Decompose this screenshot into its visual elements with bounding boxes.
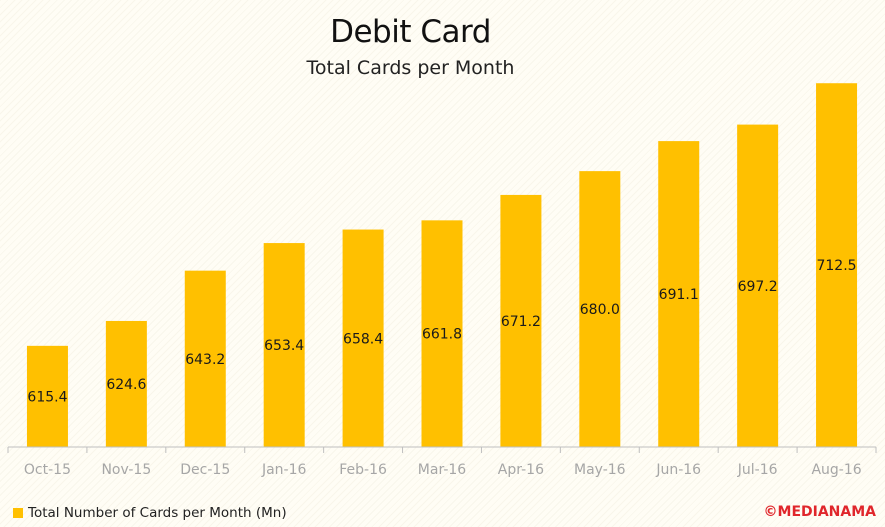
data-label-may-16: 680.0 bbox=[580, 302, 620, 318]
x-tick-label-mar-16: Mar-16 bbox=[418, 462, 466, 478]
x-tick-label-jun-16: Jun-16 bbox=[655, 462, 701, 478]
x-tick-label-feb-16: Feb-16 bbox=[339, 462, 387, 478]
legend-label: Total Number of Cards per Month (Mn) bbox=[28, 505, 287, 521]
bar-feb-16 bbox=[342, 229, 384, 447]
legend: Total Number of Cards per Month (Mn) bbox=[13, 505, 287, 521]
brand-watermark: ©MEDIANAMA bbox=[763, 504, 876, 520]
bar-oct-15 bbox=[26, 345, 68, 447]
x-tick-label-jul-16: Jul-16 bbox=[737, 462, 778, 478]
data-labels-group: 615.4 624.6 643.2 653.4 658.4 661.8 671.2 680.0… bbox=[27, 258, 856, 405]
data-label-apr-16: 671.2 bbox=[501, 314, 541, 330]
x-tick-label-may-16: May-16 bbox=[574, 462, 626, 478]
bar-mar-16 bbox=[421, 220, 463, 447]
data-label-jul-16: 697.2 bbox=[738, 279, 778, 295]
data-label-oct-15: 615.4 bbox=[27, 389, 67, 405]
bar-nov-15 bbox=[105, 320, 147, 447]
bar-jul-16 bbox=[737, 124, 779, 447]
x-tick-label-oct-15: Oct-15 bbox=[24, 462, 71, 478]
data-label-mar-16: 661.8 bbox=[422, 327, 462, 343]
x-tick-label-jan-16: Jan-16 bbox=[261, 462, 307, 478]
bar-aug-16 bbox=[816, 83, 858, 447]
x-ticks-group bbox=[7, 447, 877, 453]
bar-may-16 bbox=[579, 171, 621, 448]
bar-dec-15 bbox=[184, 270, 226, 447]
data-label-aug-16: 712.5 bbox=[816, 258, 856, 274]
data-label-nov-15: 624.6 bbox=[106, 377, 146, 393]
bars-group bbox=[26, 83, 858, 448]
data-label-jun-16: 691.1 bbox=[659, 287, 699, 303]
x-tick-label-dec-15: Dec-15 bbox=[180, 462, 230, 478]
x-tick-label-apr-16: Apr-16 bbox=[498, 462, 544, 478]
legend-swatch bbox=[13, 508, 23, 518]
x-tick-labels-group: Oct-15 Nov-15 Dec-15 Jan-16 Feb-16 Mar-16 Apr-… bbox=[24, 462, 862, 478]
data-label-dec-15: 643.2 bbox=[185, 352, 225, 368]
x-tick-label-nov-15: Nov-15 bbox=[101, 462, 151, 478]
bar-apr-16 bbox=[500, 194, 542, 447]
bar-jun-16 bbox=[658, 141, 700, 447]
bar-jan-16 bbox=[263, 243, 305, 447]
x-tick-label-aug-16: Aug-16 bbox=[811, 462, 861, 478]
chart-subtitle: Total Cards per Month bbox=[306, 57, 515, 79]
chart-title: Debit Card bbox=[330, 14, 491, 50]
data-label-jan-16: 653.4 bbox=[264, 338, 304, 354]
data-label-feb-16: 658.4 bbox=[343, 331, 383, 347]
